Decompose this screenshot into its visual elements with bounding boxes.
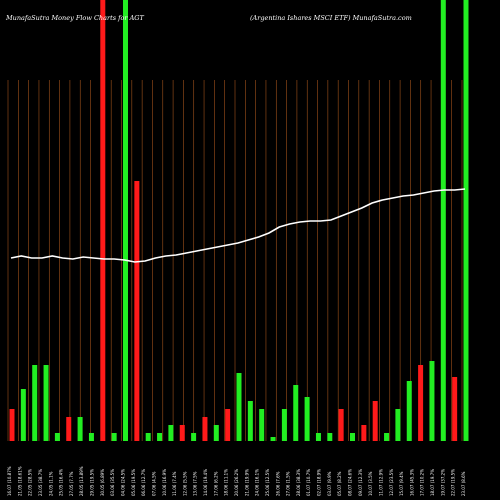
money-flow-bar bbox=[20, 389, 26, 441]
x-tick-label: 30.05 (6.89% bbox=[100, 469, 105, 496]
money-flow-bar bbox=[327, 433, 333, 441]
x-tick-label: 13.06 (7.5% bbox=[193, 471, 198, 496]
money-flow-bar bbox=[100, 0, 106, 441]
x-tick-label: 12.06 (5.5% bbox=[182, 471, 187, 496]
x-tick-label: 11.07 (12.9% bbox=[378, 469, 383, 496]
x-tick-label: 01.07 (10.7% bbox=[306, 469, 311, 496]
x-tick-label: 24.05 (1.1% bbox=[48, 471, 53, 496]
money-flow-bar bbox=[145, 433, 151, 441]
x-tick-label: 03.07 (9.9% bbox=[327, 471, 332, 496]
x-tick-label: 17.07 (10.2% bbox=[420, 469, 425, 496]
money-flow-bar bbox=[429, 361, 435, 441]
x-tick-label: 28.05 (13.89% bbox=[79, 466, 84, 496]
x-tick-label: 27.06 (1.5% bbox=[286, 471, 291, 496]
money-flow-bar bbox=[395, 409, 401, 441]
x-tick-label: 18.06 (11.1% bbox=[224, 469, 229, 496]
money-flow-bar bbox=[281, 409, 287, 441]
x-axis-tick-labels: 16.07 (10.87% 21.05 (18.61% 22.05 (28.5% 23… bbox=[7, 466, 466, 496]
x-tick-label: 03.06 (35.5% bbox=[110, 469, 115, 496]
x-tick-label: 29.05 (19.5% bbox=[90, 469, 95, 496]
money-flow-bar bbox=[202, 417, 208, 441]
money-flow-bar bbox=[350, 433, 355, 441]
x-tick-label: 27.05 (7.7% bbox=[69, 471, 74, 496]
money-flow-bar bbox=[123, 0, 128, 441]
x-tick-label: 12.07 (23.5% bbox=[389, 469, 394, 496]
money-flow-bar bbox=[315, 433, 321, 441]
price-line bbox=[10, 188, 466, 263]
x-tick-label: 22.05 (28.5% bbox=[28, 469, 33, 496]
money-flow-bar bbox=[293, 385, 299, 441]
money-flow-bar bbox=[247, 401, 253, 441]
x-tick-label: 17.06 (6.2% bbox=[213, 471, 218, 496]
money-flow-bar bbox=[179, 425, 185, 441]
chart-title: MunafaSutra Money Flow Charts for AGT bbox=[6, 14, 144, 22]
money-flow-bar bbox=[406, 381, 412, 441]
x-tick-label: 04.06 (24.5% bbox=[121, 469, 126, 496]
money-flow-bar bbox=[452, 377, 458, 441]
x-tick-label: 07.06 (4.5% bbox=[151, 471, 156, 496]
x-tick-label: 24.06 (16.1% bbox=[255, 469, 260, 496]
x-tick-label: 05.06 (19.5% bbox=[131, 469, 136, 496]
money-flow-bar bbox=[463, 0, 469, 441]
x-tick-label: 05.07 (8.2% bbox=[337, 471, 342, 496]
money-flow-bar bbox=[384, 433, 390, 441]
money-flow-bar bbox=[440, 0, 446, 441]
money-flow-bar bbox=[168, 425, 174, 441]
money-flow-bar bbox=[270, 437, 276, 441]
money-flow-bar bbox=[43, 365, 49, 441]
x-tick-label: 21.06 (19.9% bbox=[244, 469, 249, 496]
money-flow-bar bbox=[213, 425, 219, 441]
money-flow-bar bbox=[9, 409, 15, 441]
money-flow-bar bbox=[361, 425, 367, 441]
chart-subtitle: (Argentina Ishares MSCI ETF) MunafaSutra… bbox=[250, 14, 412, 22]
money-flow-bar bbox=[111, 433, 117, 441]
money-flow-bar bbox=[32, 365, 38, 441]
money-flow-bar bbox=[88, 433, 94, 441]
x-tick-label: 20.06 (26.2% bbox=[234, 469, 239, 496]
money-flow-bar bbox=[77, 417, 83, 441]
x-tick-label: 23.07 (8.6% bbox=[461, 471, 466, 496]
x-tick-label: 28.06 (38.3% bbox=[296, 469, 301, 496]
x-tick-label: 08.07 (24.6% bbox=[348, 469, 353, 496]
money-flow-bar bbox=[304, 397, 310, 441]
money-flow-bar bbox=[66, 417, 72, 441]
x-tick-label: 16.07 (45.3% bbox=[409, 469, 414, 496]
x-tick-label: 26.06 (7.6% bbox=[275, 471, 280, 496]
x-tick-label: 22.07 (19.5% bbox=[451, 469, 456, 496]
money-flow-bar bbox=[372, 401, 378, 441]
x-tick-label: 10.06 (16.9% bbox=[162, 469, 167, 496]
money-flow-bars bbox=[9, 0, 469, 441]
x-tick-label: 25.05 (16.4% bbox=[59, 469, 64, 496]
vertical-gridlines bbox=[7, 80, 463, 441]
x-tick-label: 10.07 (3.5% bbox=[368, 471, 373, 496]
money-flow-bar bbox=[157, 433, 163, 441]
x-tick-label: 11.06 (7.4% bbox=[172, 471, 177, 496]
money-flow-bar bbox=[134, 181, 140, 441]
money-flow-bar bbox=[418, 365, 424, 441]
x-tick-label: 19.07 (37.2% bbox=[440, 469, 445, 496]
x-tick-label: 18.07 (19.7% bbox=[430, 469, 435, 496]
x-tick-label: 15.07 (9.4% bbox=[399, 471, 404, 496]
x-tick-label: 09.07 (12.3% bbox=[358, 469, 363, 496]
x-tick-label: 21.05 (18.61% bbox=[17, 466, 22, 496]
money-flow-bar bbox=[225, 409, 231, 441]
x-tick-label: 25.06 (12.5% bbox=[265, 469, 270, 496]
x-tick-label: 02.07 (18.9% bbox=[317, 469, 322, 496]
money-flow-bar bbox=[236, 373, 242, 441]
x-tick-label: 23.05 (38.7% bbox=[38, 469, 43, 496]
x-tick-label: 14.06 (19.4% bbox=[203, 469, 208, 496]
money-flow-bar bbox=[259, 409, 265, 441]
money-flow-bar bbox=[191, 433, 197, 441]
x-tick-label: 16.07 (10.87% bbox=[7, 466, 12, 496]
money-flow-bar bbox=[54, 433, 60, 441]
x-tick-label: 06.06 (12.7% bbox=[141, 469, 146, 496]
money-flow-bar bbox=[338, 409, 344, 441]
